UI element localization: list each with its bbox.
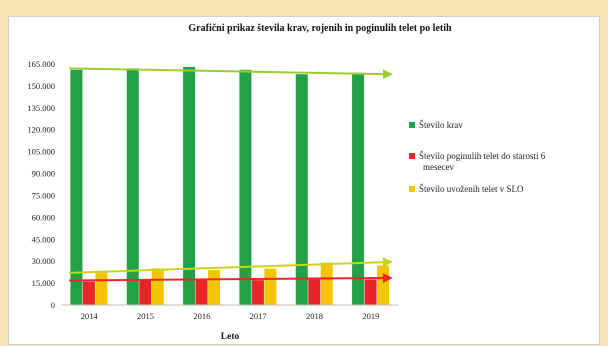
bar-2016-series-2 bbox=[208, 269, 221, 305]
y-tick-label: 120.000 bbox=[27, 125, 55, 135]
trendline-2 bbox=[69, 257, 393, 274]
y-tick-label: 60.000 bbox=[32, 212, 55, 222]
x-tick-label: 2018 bbox=[306, 311, 323, 321]
bar-2014-series-2 bbox=[95, 271, 108, 305]
bar-2015-series-0 bbox=[126, 68, 139, 305]
y-tick-label: 105.000 bbox=[27, 147, 55, 157]
bar-2014-series-1 bbox=[82, 281, 95, 305]
y-tick-label: 30.000 bbox=[32, 256, 55, 266]
x-tick-label: 2017 bbox=[250, 311, 267, 321]
bar-2018-series-0 bbox=[295, 74, 308, 305]
legend-swatch bbox=[409, 122, 415, 128]
bar-2014-series-0 bbox=[70, 69, 83, 305]
x-tick-label: 2016 bbox=[193, 311, 210, 321]
y-tick-label: 45.000 bbox=[32, 234, 55, 244]
x-tick-label: 2014 bbox=[81, 311, 99, 321]
y-tick-label: 0 bbox=[51, 300, 55, 310]
y-tick-label: 165.000 bbox=[27, 59, 55, 69]
bar-2017-series-0 bbox=[239, 69, 252, 305]
legend-label: Število poginulih telet do starosti 6 mes… bbox=[419, 151, 546, 172]
bar-2019-series-1 bbox=[364, 279, 377, 305]
bar-2018-series-1 bbox=[308, 279, 321, 305]
y-tick-label: 150.000 bbox=[27, 81, 55, 91]
y-tick-label: 15.000 bbox=[32, 278, 55, 288]
bar-2019-series-2 bbox=[377, 265, 390, 305]
bar-2017-series-1 bbox=[251, 280, 264, 305]
y-tick-label: 75.000 bbox=[32, 190, 55, 200]
legend-label: Število krav bbox=[419, 120, 463, 130]
legend-label: Število uvoženih telet v SLO bbox=[419, 184, 524, 194]
bar-2016-series-1 bbox=[195, 279, 208, 305]
bar-2016-series-0 bbox=[183, 66, 196, 306]
bar-2019-series-0 bbox=[352, 72, 365, 305]
bar-2015-series-2 bbox=[151, 268, 164, 305]
chart-svg: Grafični prikaz števila krav, rojenih in… bbox=[27, 23, 546, 342]
trendline-1 bbox=[69, 273, 393, 284]
x-axis-title: Leto bbox=[221, 332, 240, 342]
legend-swatch bbox=[409, 186, 415, 192]
chart-title: Grafični prikaz števila krav, rojenih in… bbox=[188, 23, 452, 34]
chart-panel: Grafični prikaz števila krav, rojenih in… bbox=[8, 16, 600, 345]
plot-area: 0 15.000 30.000 45.000 60.000 75.000 90.000 105… bbox=[27, 59, 393, 321]
legend: Število krav Število poginulih telet do s… bbox=[409, 120, 546, 194]
y-tick-label: 90.000 bbox=[32, 169, 55, 179]
y-tick-label: 135.000 bbox=[27, 103, 55, 113]
x-tick-label: 2019 bbox=[362, 311, 379, 321]
legend-swatch bbox=[409, 153, 415, 159]
bar-2017-series-2 bbox=[264, 268, 277, 305]
trendline-0 bbox=[69, 67, 393, 80]
bar-2015-series-1 bbox=[139, 280, 152, 305]
x-tick-label: 2015 bbox=[137, 311, 154, 321]
bar-2018-series-2 bbox=[320, 262, 333, 305]
